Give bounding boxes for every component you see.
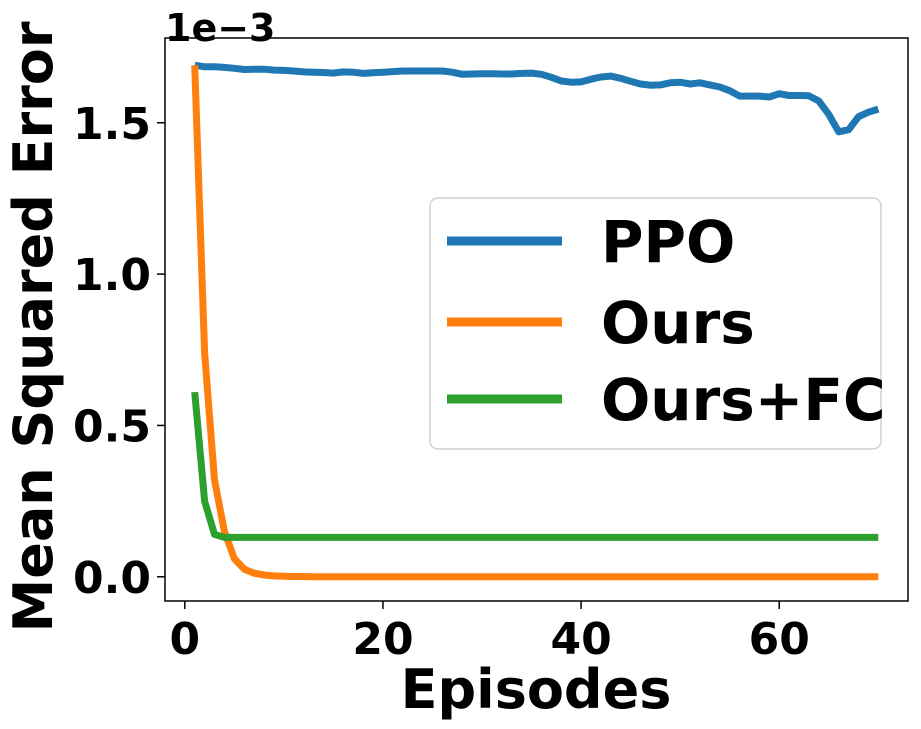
y-axis-ticks: 0.0 0.5 1.0 1.5 (73, 99, 165, 604)
series-layer (191, 61, 880, 581)
x-tick-label: 60 (749, 614, 810, 665)
legend-label-ppo: PPO (601, 208, 735, 276)
y-tick-label: 0.5 (73, 401, 151, 452)
series-line-ours (191, 65, 879, 581)
y-tick-label: 1.0 (73, 250, 151, 301)
x-tick-label: 20 (352, 614, 413, 665)
x-axis-label: Episodes (401, 658, 672, 721)
y-tick-label: 0.0 (73, 553, 151, 604)
y-offset-label: 1e−3 (165, 6, 276, 50)
series-line-ours-fc (191, 391, 879, 541)
series-line-ppo (194, 61, 880, 136)
x-tick-label: 0 (170, 614, 201, 665)
legend-box (429, 197, 882, 450)
y-tick-label: 1.5 (73, 99, 151, 150)
legend: PPO Ours Ours+FC (429, 197, 886, 450)
plot-frame (164, 37, 909, 602)
x-tick-label: 40 (550, 614, 611, 665)
legend-label-ours-fc: Ours+FC (601, 366, 886, 434)
legend-label-ours: Ours (601, 289, 755, 357)
x-axis-ticks: 0 20 40 60 (170, 601, 810, 665)
y-axis-label: Mean Squared Error (2, 21, 65, 632)
